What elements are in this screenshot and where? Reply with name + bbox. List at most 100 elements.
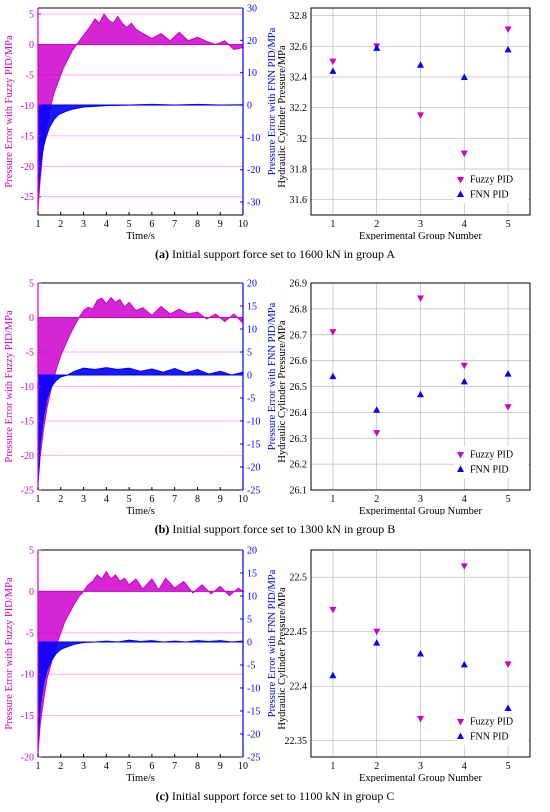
x-tick-label: 9 — [218, 761, 223, 772]
right-tick-label: -25 — [247, 753, 260, 764]
legend-fnn-marker — [457, 732, 464, 739]
right-tick-label: -10 — [247, 684, 260, 695]
plot-frame — [310, 7, 531, 216]
x-tick-label: 6 — [149, 219, 154, 230]
right-tick-label: -20 — [247, 165, 260, 176]
y-tick-label: 26.4 — [290, 408, 308, 419]
x-tick-label: 2 — [58, 494, 63, 505]
x-axis-label: Time/s — [126, 773, 155, 782]
error-chart-a: 5 0 -5 -10 -15 -20 -25 30 20 10 0 -10 -20 -30 1 2 3 4 5 6 7 8… — [4, 4, 278, 243]
x-tick-label: 10 — [238, 494, 248, 505]
x-tick-label: 4 — [462, 494, 467, 505]
right-tick-label: 20 — [247, 279, 257, 290]
legend-fnn-label: FNN PID — [470, 465, 509, 476]
x-tick-label: 5 — [127, 219, 132, 230]
legend-fuzzy-label: Fuzzy PID — [470, 717, 513, 728]
fnn-point — [460, 73, 468, 80]
y-tick-label: 32.8 — [290, 11, 308, 22]
fnn-point — [329, 671, 337, 679]
left-axis-label: Pressure Error with Fuzzy PID/MPa — [4, 310, 15, 463]
right-tick-label: 10 — [247, 68, 257, 79]
fuzzy-error-series — [37, 296, 244, 484]
fuzzy-point — [329, 58, 337, 66]
left-tick-label: -15 — [21, 417, 34, 428]
x-tick-label: 1 — [330, 494, 335, 505]
panel-a: 5 0 -5 -10 -15 -20 -25 30 20 10 0 -10 -20 -30 1 2 3 4 5 6 7 8… — [0, 0, 550, 270]
x-tick-label: 2 — [374, 219, 379, 230]
y-tick-label: 26.1 — [290, 486, 308, 497]
right-tick-label: 15 — [247, 569, 257, 580]
y-tick-label: 31.6 — [290, 195, 308, 206]
x-tick-label: 8 — [195, 761, 200, 772]
x-tick-label: 1 — [330, 219, 335, 230]
x-tick-label: 4 — [104, 494, 109, 505]
y-tick-label: 26.5 — [290, 382, 308, 393]
fnn-point — [460, 377, 468, 385]
left-tick-label: -15 — [21, 711, 34, 722]
x-tick-label: 9 — [218, 494, 223, 505]
left-tick-label: 0 — [29, 313, 34, 324]
fuzzy-error-series — [37, 570, 245, 753]
x-axis-label: Experimental Group Number — [359, 773, 483, 782]
y-tick-label: 32.4 — [290, 73, 308, 84]
left-tick-label: -5 — [26, 70, 34, 81]
x-tick-label: 3 — [81, 219, 86, 230]
left-tick-label: 0 — [29, 40, 34, 51]
x-tick-label: 1 — [36, 494, 41, 505]
x-tick-label: 4 — [104, 219, 109, 230]
fuzzy-point — [417, 112, 424, 119]
right-tick-label: 0 — [247, 638, 252, 649]
y-tick-label: 22.35 — [285, 736, 308, 747]
caption-c: (c) Initial support force set to 1100 kN… — [155, 789, 395, 803]
right-tick-label: 15 — [247, 302, 257, 313]
legend-fnn-label: FNN PID — [470, 190, 509, 201]
right-tick-label: -30 — [247, 198, 260, 209]
left-tick-label: -20 — [21, 162, 34, 173]
legend-box — [454, 446, 528, 478]
left-axis-label: Pressure Error with Fuzzy PID/MPa — [4, 35, 15, 188]
x-tick-label: 3 — [81, 761, 86, 772]
x-tick-label: 7 — [172, 761, 177, 772]
fuzzy-point — [329, 329, 337, 336]
y-axis-label: Hydraulic Cylinder Pressure/MPa — [277, 587, 288, 730]
x-tick-label: 5 — [506, 494, 511, 505]
right-tick-label: 5 — [247, 348, 252, 359]
right-axis-label: Pressure Error with FNN PID/MPa — [267, 302, 278, 450]
x-tick-label: 2 — [58, 219, 63, 230]
fnn-point — [504, 704, 512, 711]
y-tick-label: 22.5 — [290, 573, 308, 584]
right-tick-label: -10 — [247, 417, 260, 428]
x-tick-label: 10 — [238, 219, 248, 230]
left-tick-label: -10 — [21, 670, 34, 681]
left-tick-label: -5 — [26, 628, 34, 639]
left-tick-label: -10 — [21, 382, 34, 393]
y-tick-label: 26.3 — [290, 434, 308, 445]
legend-fuzzy-marker — [457, 177, 464, 184]
y-tick-label: 31.8 — [290, 165, 308, 176]
legend-fnn-label: FNN PID — [470, 732, 509, 743]
x-tick-label: 6 — [149, 761, 154, 772]
x-tick-label: 5 — [506, 761, 511, 772]
right-tick-label: -5 — [247, 661, 255, 672]
left-tick-label: 5 — [29, 10, 34, 21]
y-tick-label: 26.7 — [290, 330, 308, 341]
left-tick-label: -25 — [21, 192, 34, 203]
y-axis-label: Hydraulic Cylinder Pressure/MPa — [277, 45, 288, 188]
x-axis-label: Experimental Group Number — [359, 231, 483, 240]
right-tick-label: 10 — [247, 592, 257, 603]
right-axis-label: Pressure Error with FNN PID/MPa — [267, 27, 278, 175]
x-tick-label: 5 — [127, 494, 132, 505]
fuzzy-point — [504, 404, 512, 411]
fnn-error-series — [37, 639, 244, 744]
left-tick-label: -20 — [21, 753, 34, 764]
right-tick-label: 30 — [247, 4, 257, 15]
y-tick-label: 32.2 — [290, 103, 308, 114]
y-tick-label: 32.6 — [290, 42, 308, 53]
fuzzy-point — [460, 150, 468, 158]
x-tick-label: 7 — [172, 219, 177, 230]
y-tick-label: 22.4 — [290, 682, 308, 693]
pressure-chart-b: 26.9 26.8 26.7 26.6 26.5 26.4 26.3 26.2 26.1 1 2 3 4… — [277, 279, 531, 517]
fnn-point — [329, 67, 337, 74]
